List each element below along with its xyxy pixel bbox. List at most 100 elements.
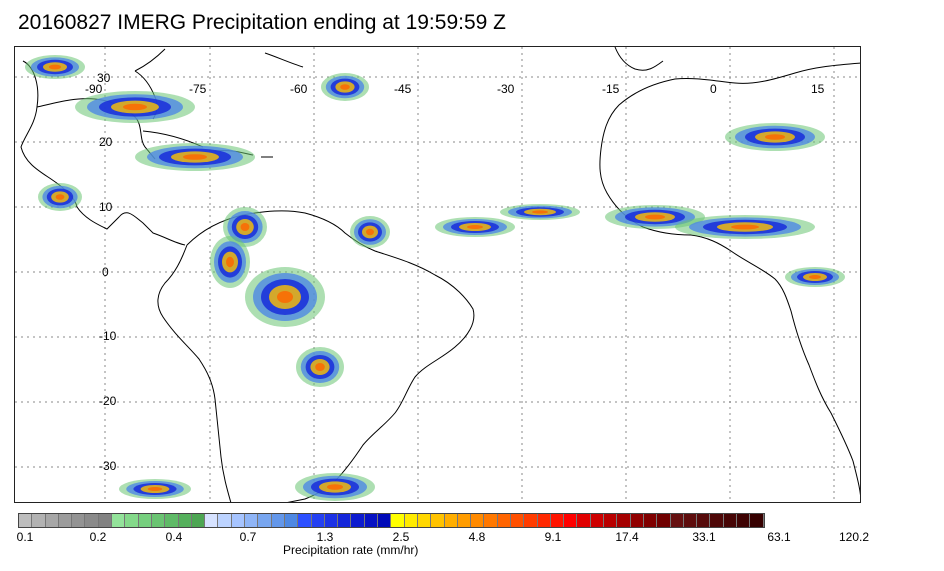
colorbar-swatch — [524, 514, 538, 527]
precip-cell — [123, 103, 147, 111]
precip-cell — [277, 291, 293, 303]
colorbar-tick: 17.4 — [615, 530, 639, 544]
colorbar-tick: 0.7 — [239, 530, 257, 544]
colorbar-swatch — [657, 514, 671, 527]
colorbar-tick: 0.2 — [89, 530, 107, 544]
colorbar-swatch — [630, 514, 644, 527]
colorbar-swatch — [697, 514, 711, 527]
colorbar-swatch — [191, 514, 206, 527]
colorbar-swatch — [550, 514, 565, 527]
lat-label: 20 — [99, 135, 113, 149]
colorbar-swatch — [577, 514, 591, 527]
precip-cell — [327, 484, 343, 490]
precip-cell — [467, 225, 483, 229]
colorbar-swatch — [178, 514, 192, 527]
colorbar-swatch — [457, 514, 472, 527]
lon-label: -45 — [394, 82, 412, 96]
grid-labels: -90 -75 -60 -45 -30 -15 0 15 30 20 10 0 … — [85, 71, 825, 473]
colorbar-swatch — [404, 514, 418, 527]
colorbar-swatch — [258, 514, 272, 527]
colorbar-swatch — [19, 514, 33, 527]
precip-cell — [765, 134, 785, 140]
colorbar-swatch — [537, 514, 551, 527]
lat-label: 10 — [99, 200, 113, 214]
precip-cell — [226, 256, 234, 268]
precip-cell — [315, 363, 325, 371]
colorbar-swatch — [417, 514, 432, 527]
colorbar-tick: 4.8 — [468, 530, 486, 544]
precipitation-cells — [25, 55, 845, 501]
colorbar-swatch — [364, 514, 379, 527]
coastline-africa — [599, 62, 860, 496]
precip-cell — [147, 487, 163, 491]
precipitation-map: -90 -75 -60 -45 -30 -15 0 15 30 20 10 0 … — [14, 46, 861, 503]
colorbar — [18, 513, 765, 528]
colorbar-swatch — [245, 514, 259, 527]
coastline-east-us — [134, 48, 166, 72]
colorbar-swatch — [737, 514, 751, 527]
precip-cell — [49, 64, 61, 70]
colorbar-swatch — [590, 514, 605, 527]
colorbar-swatch — [271, 514, 285, 527]
colorbar-tick: 33.1 — [692, 530, 716, 544]
colorbar-swatch — [311, 514, 325, 527]
colorbar-tick: 2.5 — [392, 530, 410, 544]
lon-label: -60 — [290, 82, 308, 96]
colorbar-tick: 0.4 — [165, 530, 183, 544]
colorbar-swatch — [564, 514, 578, 527]
colorbar-swatch — [324, 514, 339, 527]
lon-label: 0 — [710, 82, 717, 96]
lat-label: -10 — [99, 329, 117, 343]
precip-cell — [809, 275, 821, 279]
lon-label: -75 — [189, 82, 207, 96]
colorbar-tick: 9.1 — [544, 530, 562, 544]
lat-label: -20 — [99, 394, 117, 408]
lon-label: -30 — [497, 82, 515, 96]
coastline-nova-scotia — [264, 52, 304, 68]
colorbar-swatch — [471, 514, 485, 527]
colorbar-swatch — [723, 514, 738, 527]
colorbar-tick: 63.1 — [767, 530, 791, 544]
colorbar-tick: 1.3 — [316, 530, 334, 544]
precip-cell — [532, 210, 548, 214]
colorbar-swatch — [45, 514, 59, 527]
colorbar-label: Precipitation rate (mm/hr) — [283, 543, 419, 557]
precip-cell — [366, 228, 374, 236]
colorbar-tick: 0.1 — [16, 530, 34, 544]
coastline-south-america-west — [157, 244, 232, 502]
colorbar-swatch — [58, 514, 73, 527]
colorbar-swatch — [125, 514, 139, 527]
map-title: 20160827 IMERG Precipitation ending at 1… — [18, 11, 506, 34]
colorbar-swatch — [670, 514, 684, 527]
coastline-south-america — [186, 210, 475, 502]
lat-label: 0 — [102, 265, 109, 279]
colorbar-swatch — [218, 514, 232, 527]
colorbar-swatch — [604, 514, 618, 527]
colorbar-swatch — [98, 514, 113, 527]
lat-label: 30 — [97, 71, 111, 85]
colorbar-swatch — [378, 514, 392, 527]
colorbar-swatch — [284, 514, 299, 527]
colorbar-tick: 120.2 — [838, 530, 870, 544]
colorbar-swatch — [710, 514, 724, 527]
map-canvas: -90 -75 -60 -45 -30 -15 0 15 30 20 10 0 … — [15, 47, 860, 502]
colorbar-swatch — [351, 514, 365, 527]
colorbar-swatch — [683, 514, 698, 527]
lon-label: 15 — [811, 82, 825, 96]
colorbar-swatch — [617, 514, 631, 527]
colorbar-swatch — [72, 514, 86, 527]
colorbar-swatch — [391, 514, 405, 527]
precip-cell — [240, 223, 250, 231]
colorbar-swatch — [298, 514, 312, 527]
lon-label: -15 — [602, 82, 620, 96]
colorbar-swatch — [138, 514, 152, 527]
precip-cell — [340, 84, 350, 90]
colorbar-swatch — [484, 514, 498, 527]
colorbar-swatch — [750, 514, 764, 527]
colorbar-swatch — [643, 514, 658, 527]
precip-cell — [645, 214, 665, 220]
colorbar-swatch — [85, 514, 99, 527]
precip-cell — [55, 194, 65, 200]
colorbar-swatch — [151, 514, 166, 527]
colorbar-swatch — [444, 514, 458, 527]
